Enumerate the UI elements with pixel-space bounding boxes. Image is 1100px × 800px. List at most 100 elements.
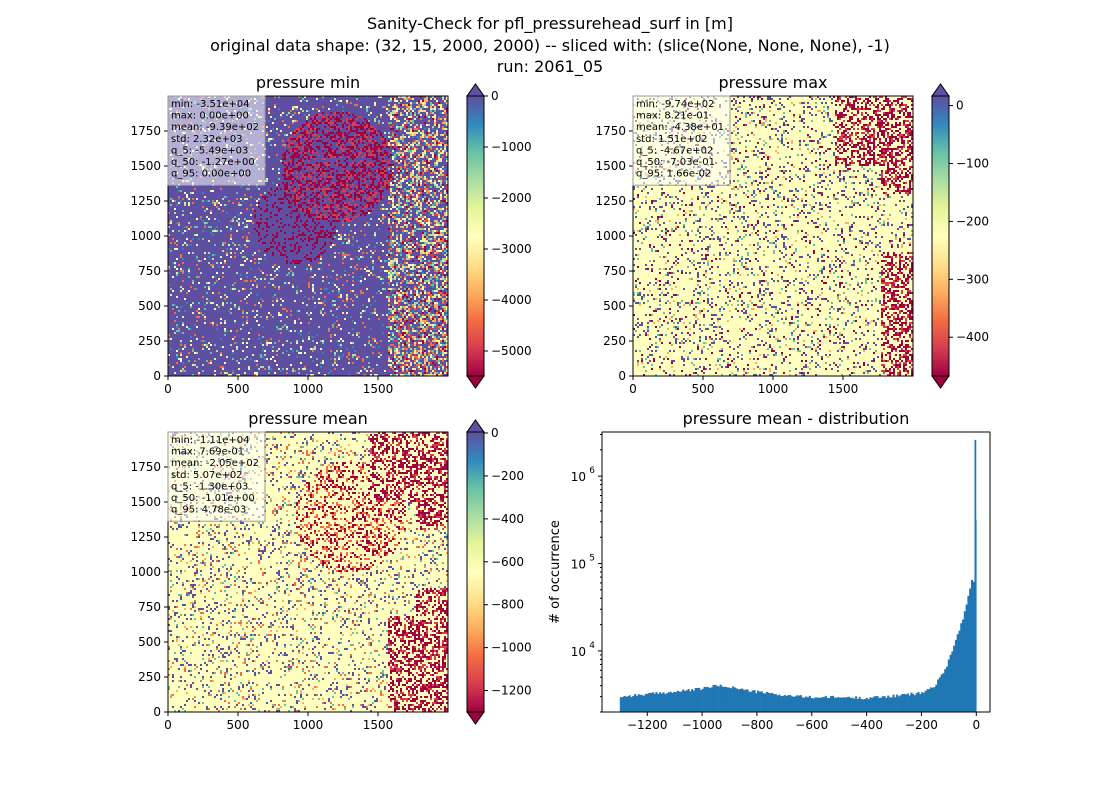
histogram-bar xyxy=(953,645,956,712)
histogram-bar xyxy=(762,693,765,712)
x-tick-label: −200 xyxy=(905,718,938,732)
colorbar-max-extend xyxy=(466,83,485,97)
histogram-bar xyxy=(708,687,712,712)
pressure-min-panel: pressure min 0 500 1000 1500 0 250 500 750 1000 12… xyxy=(130,73,531,396)
histogram-bar xyxy=(887,695,890,712)
histogram-bar xyxy=(792,696,795,712)
histogram-bar xyxy=(774,694,777,712)
y-tick-label: 500 xyxy=(603,299,626,313)
histogram-bar xyxy=(798,695,801,712)
y-tick-label: 0 xyxy=(153,369,161,383)
colorbar-tick-label: −2000 xyxy=(491,191,532,205)
histogram-bar xyxy=(757,690,760,712)
histogram-bar xyxy=(824,695,827,712)
histogram-bar xyxy=(794,696,797,712)
histogram-bar xyxy=(717,686,720,712)
y-tick-label: 250 xyxy=(603,334,626,348)
x-tick-label: 0 xyxy=(164,382,172,396)
colorbar-tick-label: 0 xyxy=(491,89,499,103)
histogram-bar xyxy=(701,688,704,712)
stats-line: q_5: -1.30e+03 xyxy=(171,481,248,492)
histogram-bar xyxy=(970,579,974,712)
histogram-bar xyxy=(739,688,742,712)
y-tick-label: 0 xyxy=(618,369,626,383)
y-tick-label: 1250 xyxy=(595,194,626,208)
x-tick-label: −400 xyxy=(850,718,883,732)
histogram-bar xyxy=(646,693,649,712)
histogram-bar xyxy=(912,693,915,712)
histogram-bar xyxy=(872,696,875,712)
y-tick-exponent: 5 xyxy=(589,554,595,564)
y-tick-label: 1750 xyxy=(595,124,626,138)
x-tick-label: 1500 xyxy=(828,382,859,396)
histogram-bar xyxy=(764,693,767,712)
x-tick-label: −800 xyxy=(740,718,773,732)
y-tick-exponent: 4 xyxy=(589,641,595,651)
pressure-max-stats-box xyxy=(632,95,731,186)
histogram-bar xyxy=(730,688,733,712)
histogram-bar xyxy=(944,669,947,712)
histogram-bar xyxy=(648,692,651,712)
stats-line: max: 0.00e+00 xyxy=(171,111,249,122)
histogram-bar xyxy=(714,684,717,712)
histogram-bar xyxy=(938,677,941,712)
histogram-bar xyxy=(965,604,968,712)
y-tick-label: 1000 xyxy=(130,229,161,243)
histogram-bar-peak xyxy=(974,439,977,712)
histogram-bar xyxy=(892,694,895,712)
stats-line: std: 1.51e+02 xyxy=(636,134,708,145)
y-tick-label: 750 xyxy=(138,600,161,614)
histogram-bar xyxy=(724,686,728,712)
histogram-bar xyxy=(796,695,799,712)
y-tick-label: 10 xyxy=(571,645,586,659)
x-tick-label: −1000 xyxy=(682,718,723,732)
colorbar-tick-label: −300 xyxy=(956,272,989,286)
histogram-bar xyxy=(810,698,813,712)
y-tick-label: 1000 xyxy=(130,565,161,579)
histogram-bar xyxy=(778,694,781,712)
histogram-bar xyxy=(929,687,933,712)
stats-line: q_50: -1.01e+00 xyxy=(171,493,255,504)
colorbar-tick-label: 0 xyxy=(491,426,499,440)
stats-line: mean: -2.05e+02 xyxy=(171,458,259,469)
histogram-bar xyxy=(732,686,735,712)
histogram-bar xyxy=(780,696,783,712)
histogram-bar xyxy=(785,695,788,712)
histogram-bar xyxy=(935,684,938,712)
histogram-bar xyxy=(680,691,683,712)
colorbar-tick-label: 0 xyxy=(956,99,964,113)
histogram-bar xyxy=(678,691,681,712)
y-tick-label: 10 xyxy=(571,470,586,484)
histogram-bar xyxy=(837,697,840,712)
colorbar-tick-label: −1000 xyxy=(491,641,532,655)
histogram-bar xyxy=(913,695,916,712)
histogram-bar xyxy=(726,687,729,712)
histogram-bar xyxy=(928,689,931,712)
histogram-bar xyxy=(954,639,957,712)
histogram-bar xyxy=(728,687,731,712)
histogram-bar xyxy=(676,690,679,712)
x-tick-label: 1000 xyxy=(293,718,324,732)
histogram-bar xyxy=(847,696,851,712)
histogram-bar xyxy=(846,697,849,712)
histogram-bar xyxy=(694,687,697,712)
distribution-frame xyxy=(601,431,991,713)
histogram-bar xyxy=(956,634,959,712)
histogram-bar xyxy=(947,659,950,712)
histogram-bar xyxy=(919,694,922,712)
stats-line: max: 7.69e-01 xyxy=(171,447,244,458)
colorbar-tick-label: −400 xyxy=(491,512,524,526)
stats-line: max: 8.21e-01 xyxy=(636,111,709,122)
y-tick-label: 1500 xyxy=(130,495,161,509)
histogram-bar xyxy=(878,697,881,712)
colorbar-tick-label: −100 xyxy=(956,157,989,171)
histogram-bar xyxy=(660,693,663,712)
stats-line: q_50: -1.27e+00 xyxy=(171,157,255,168)
colorbar-tick-label: −4000 xyxy=(491,293,532,307)
histogram-bar xyxy=(765,692,769,712)
histogram-bar xyxy=(924,690,927,712)
histogram-bar xyxy=(917,691,920,712)
histogram-bar xyxy=(655,692,658,712)
y-tick-label: 250 xyxy=(138,334,161,348)
histogram-bar xyxy=(776,695,779,712)
